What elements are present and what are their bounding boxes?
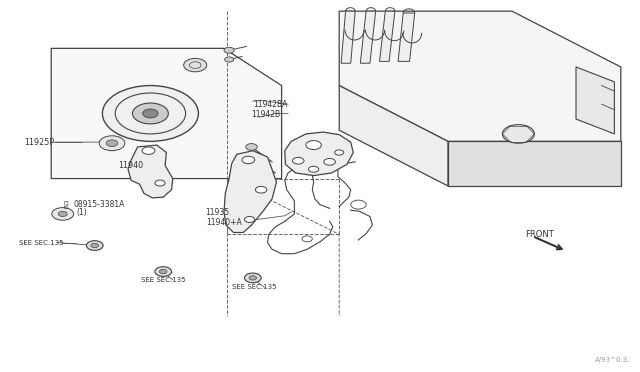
Circle shape: [244, 273, 261, 283]
Circle shape: [99, 136, 125, 151]
Circle shape: [249, 276, 257, 280]
Circle shape: [308, 166, 319, 172]
Circle shape: [242, 156, 255, 164]
Text: 11935: 11935: [205, 208, 229, 217]
Circle shape: [142, 147, 155, 154]
Circle shape: [155, 267, 172, 276]
Circle shape: [52, 208, 74, 220]
Polygon shape: [285, 132, 353, 176]
Text: FRONT: FRONT: [525, 230, 554, 239]
Circle shape: [106, 140, 118, 147]
Circle shape: [159, 269, 167, 274]
Text: SEE SEC.135: SEE SEC.135: [232, 284, 276, 290]
Circle shape: [324, 158, 335, 165]
Polygon shape: [380, 11, 395, 61]
Text: SEE SEC.135: SEE SEC.135: [19, 240, 64, 246]
Circle shape: [255, 186, 267, 193]
Circle shape: [250, 155, 262, 161]
Circle shape: [132, 103, 168, 124]
Text: 08915-3381A: 08915-3381A: [74, 200, 125, 209]
Text: 11940: 11940: [118, 161, 143, 170]
Circle shape: [184, 58, 207, 72]
Circle shape: [335, 150, 344, 155]
Polygon shape: [360, 11, 376, 63]
Polygon shape: [51, 48, 282, 179]
Polygon shape: [398, 13, 415, 61]
Polygon shape: [341, 11, 355, 63]
Text: 11940+A: 11940+A: [206, 218, 242, 227]
Circle shape: [246, 144, 257, 150]
Circle shape: [86, 241, 103, 250]
Circle shape: [143, 109, 158, 118]
Polygon shape: [339, 11, 621, 141]
Circle shape: [58, 211, 67, 217]
Polygon shape: [576, 67, 614, 134]
Circle shape: [502, 125, 534, 143]
Circle shape: [91, 243, 99, 248]
Text: 11925P: 11925P: [24, 138, 54, 147]
Text: (1): (1): [77, 208, 88, 217]
Circle shape: [292, 157, 304, 164]
Text: A/93^0.3.: A/93^0.3.: [595, 357, 630, 363]
Polygon shape: [448, 141, 621, 186]
Circle shape: [155, 180, 165, 186]
Circle shape: [225, 57, 234, 62]
Polygon shape: [339, 86, 448, 186]
Circle shape: [306, 141, 321, 150]
Text: Ⓦ: Ⓦ: [64, 200, 68, 209]
Polygon shape: [224, 151, 276, 232]
Text: 11942B: 11942B: [252, 110, 281, 119]
Text: 11942BA: 11942BA: [253, 100, 287, 109]
Circle shape: [244, 217, 255, 222]
Text: SEE SEC.135: SEE SEC.135: [141, 277, 186, 283]
Circle shape: [102, 86, 198, 141]
Polygon shape: [128, 145, 173, 198]
Circle shape: [224, 47, 234, 53]
